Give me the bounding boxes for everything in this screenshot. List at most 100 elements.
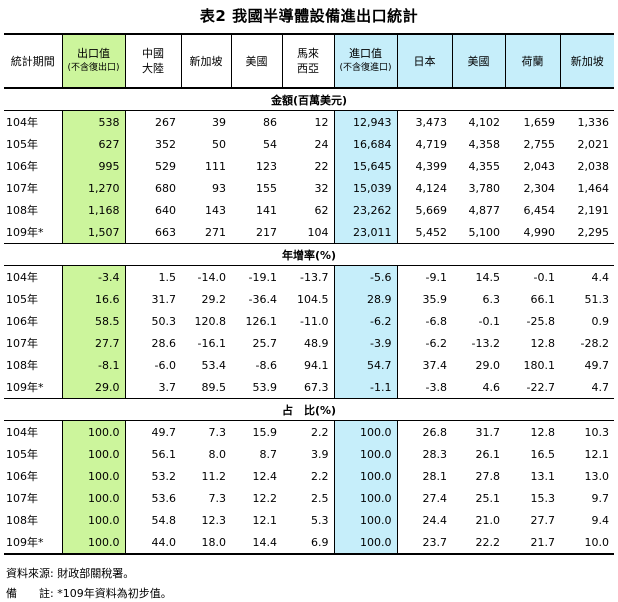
value-cell: 39 xyxy=(212,115,226,129)
value-cell: -8.1 xyxy=(62,354,126,376)
section-title: 金額(百萬美元) xyxy=(4,87,614,111)
table-row: 104年 100.0 49.7 7.3 15.9 2.2 100.0 26.8 31.7 12.8… xyxy=(4,420,614,443)
table-row: 107年 100.0 53.6 7.3 12.2 2.5 100.0 27.4 25.1 15.3… xyxy=(4,487,614,509)
value-cell: 100.0 xyxy=(334,420,398,443)
table-row: 109年* 100.0 44.0 18.0 14.4 6.9 100.0 23.7 22.2 21… xyxy=(4,531,614,555)
value-cell: 2,295 xyxy=(577,225,610,239)
table-row: 107年 27.7 28.6 -16.1 25.7 48.9 -3.9 -6.2 -13.2 12… xyxy=(4,332,614,354)
value-cell: 1,336 xyxy=(577,115,610,129)
period-cell: 108年 xyxy=(4,354,63,376)
value-cell: 12.4 xyxy=(252,469,278,483)
table-row: 106年 100.0 53.2 11.2 12.4 2.2 100.0 28.1 27.8 13.… xyxy=(4,465,614,487)
value-cell: 4,719 xyxy=(415,137,448,151)
value-cell: 100.0 xyxy=(62,420,126,443)
value-cell: -19.1 xyxy=(248,270,277,284)
value-cell: 26.1 xyxy=(475,447,501,461)
header-export-china: 中國大陸 xyxy=(125,33,182,89)
value-cell: 53.2 xyxy=(151,469,177,483)
value-cell: 10.0 xyxy=(560,531,614,555)
value-cell: 56.1 xyxy=(151,447,177,461)
period-cell: 108年 xyxy=(4,509,63,531)
table-row: 104年 538 267 39 86 12 12,943 3,473 4,102 1,659 1,3… xyxy=(4,110,614,133)
value-cell: 9.4 xyxy=(591,513,610,527)
value-cell: 2,021 xyxy=(577,137,610,151)
value-cell: 50 xyxy=(212,137,226,151)
value-cell: 529 xyxy=(155,159,176,173)
value-cell: 1.5 xyxy=(158,270,177,284)
import-value-note: (不含復進口) xyxy=(339,63,392,73)
value-cell: 31.7 xyxy=(475,425,501,439)
value-cell: 1,464 xyxy=(577,181,610,195)
period-cell: 106年 xyxy=(4,310,63,332)
value-cell: 143 xyxy=(205,203,226,217)
period-cell: 105年 xyxy=(4,443,63,465)
value-cell: 27.4 xyxy=(422,491,448,505)
value-cell: 15.3 xyxy=(530,491,556,505)
value-cell: 11.2 xyxy=(201,469,227,483)
value-cell: 12.3 xyxy=(201,513,227,527)
value-cell: 4,358 xyxy=(468,137,501,151)
value-cell: -3.4 xyxy=(62,265,126,288)
value-cell: -22.7 xyxy=(526,380,555,394)
value-cell: 4,399 xyxy=(415,159,448,173)
value-cell: -3.9 xyxy=(334,332,398,354)
value-cell: 37.4 xyxy=(422,358,448,372)
value-cell: 141 xyxy=(256,203,277,217)
value-cell: -6.2 xyxy=(425,336,447,350)
header-export-usa: 美國 xyxy=(231,33,283,89)
value-cell: 10.3 xyxy=(584,425,610,439)
table-row: 108年 100.0 54.8 12.3 12.1 5.3 100.0 24.4 21.0 27.… xyxy=(4,509,614,531)
value-cell: 93 xyxy=(212,181,226,195)
header-import-usa: 美國 xyxy=(452,33,506,89)
value-cell: 995 xyxy=(62,155,126,177)
period-cell: 109年* xyxy=(4,376,63,399)
value-cell: 640 xyxy=(155,203,176,217)
value-cell: -25.8 xyxy=(526,314,555,328)
value-cell: -0.1 xyxy=(533,270,555,284)
remark-label: 備 註: xyxy=(6,587,54,600)
value-cell: 2,755 xyxy=(523,137,556,151)
period-cell: 104年 xyxy=(4,420,63,443)
value-cell: 67.3 xyxy=(282,376,335,399)
value-cell: 29.0 xyxy=(62,376,126,399)
value-cell: 4,355 xyxy=(468,159,501,173)
value-cell: 120.8 xyxy=(194,314,227,328)
header-export-malaysia-label: 馬來西亞 xyxy=(297,47,319,75)
value-cell: -9.1 xyxy=(425,270,447,284)
value-cell: 3.7 xyxy=(158,380,177,394)
table-title: 表2 我國半導體設備進出口統計 xyxy=(199,7,419,25)
value-cell: 16,684 xyxy=(334,133,398,155)
value-cell: 12.1 xyxy=(584,447,610,461)
value-cell: 23.7 xyxy=(397,531,452,555)
table-row: 106年 58.5 50.3 120.8 126.1 -11.0 -6.2 -6.8 -0.1 -… xyxy=(4,310,614,332)
value-cell: 48.9 xyxy=(282,332,335,354)
value-cell: 12,943 xyxy=(334,110,398,133)
header-import-japan: 日本 xyxy=(397,33,453,89)
value-cell: 25.1 xyxy=(475,491,501,505)
value-cell: 86 xyxy=(263,115,277,129)
header-export-singapore: 新加坡 xyxy=(181,33,232,89)
value-cell: 104.5 xyxy=(282,288,335,310)
value-cell: 44.0 xyxy=(125,531,181,555)
value-cell: 3,473 xyxy=(415,115,448,129)
value-cell: -13.7 xyxy=(282,265,335,288)
value-cell: 100.0 xyxy=(62,443,126,465)
value-cell: 8.0 xyxy=(208,447,227,461)
value-cell: 53.9 xyxy=(252,380,278,394)
value-cell: 28.6 xyxy=(151,336,177,350)
table-row: 105年 16.6 31.7 29.2 -36.4 104.5 28.9 35.9 6.3 66.… xyxy=(4,288,614,310)
value-cell: 180.1 xyxy=(523,358,556,372)
value-cell: 4.4 xyxy=(591,270,610,284)
section-title: 占 比(%) xyxy=(4,398,614,421)
value-cell: 28.1 xyxy=(422,469,448,483)
header-import-value: 進口值 (不含復進口) xyxy=(334,33,398,89)
value-cell: 12.8 xyxy=(530,425,556,439)
value-cell: 1,507 xyxy=(62,221,126,244)
table-row: 109年* 1,507 663 271 217 104 23,011 5,452 5,100 4,… xyxy=(4,221,614,244)
value-cell: 28.3 xyxy=(422,447,448,461)
table-row: 107年 1,270 680 93 155 32 15,039 4,124 3,780 2,304… xyxy=(4,177,614,199)
value-cell: 1,168 xyxy=(62,199,126,221)
value-cell: 4,124 xyxy=(415,181,448,195)
value-cell: 32 xyxy=(282,177,335,199)
value-cell: -6.0 xyxy=(154,358,176,372)
